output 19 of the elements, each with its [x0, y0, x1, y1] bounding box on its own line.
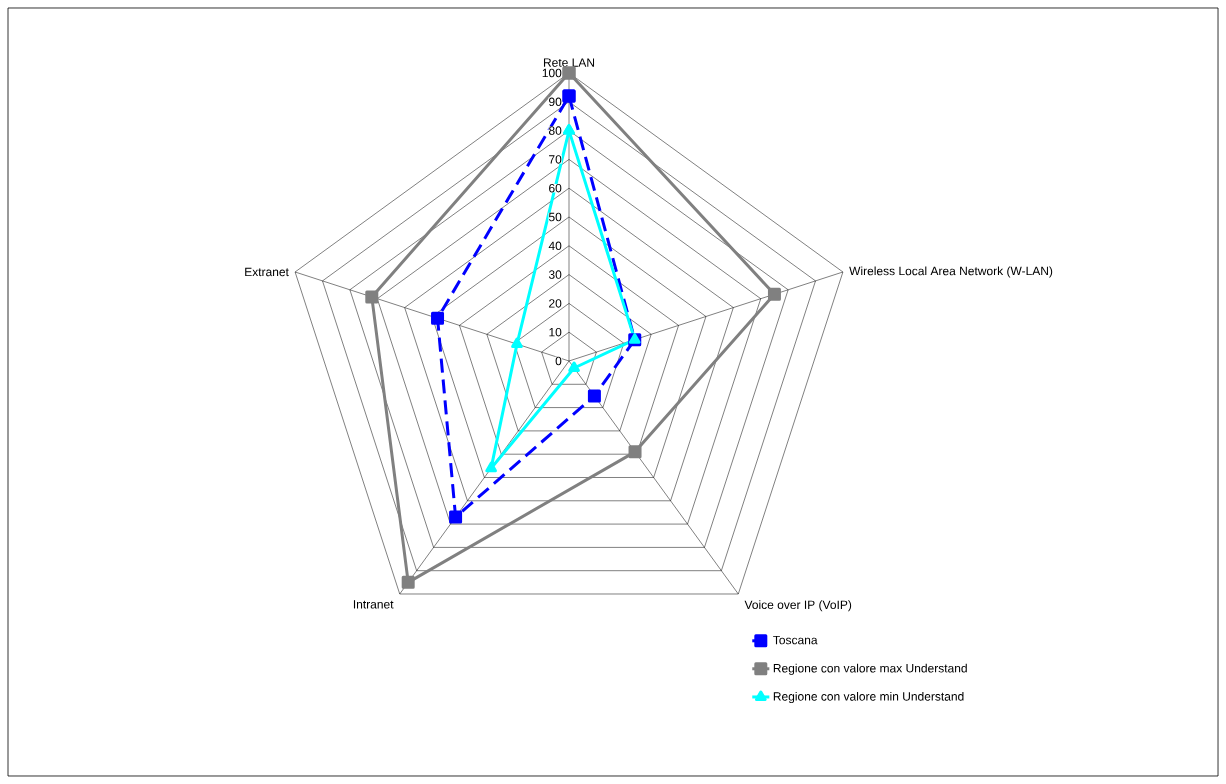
y-tick-label: 0	[555, 356, 562, 366]
legend-label: Regione con valore min Understand	[773, 691, 964, 704]
y-tick-label: 100	[542, 68, 562, 78]
y-tick-label: 30	[548, 270, 562, 279]
spoke-label: Wireless Local Area Network (W-LAN)	[849, 266, 1053, 278]
y-tick-label: 70	[549, 155, 562, 164]
y-tick-label: 60	[549, 183, 562, 193]
y-tick-label: 90	[549, 97, 562, 107]
y-tick-label: 10	[549, 327, 562, 337]
y-tick-label: 50	[548, 212, 562, 222]
spoke-label: Intranet	[353, 600, 394, 609]
spoke-label: Extranet	[245, 267, 289, 277]
legend-label: Toscana	[773, 635, 818, 645]
spoke-label: Rete LAN	[543, 58, 595, 67]
y-tick-label: 20	[549, 299, 562, 308]
legend-label: Regione con valore max Understand	[773, 663, 967, 675]
spoke-label: Voice over IP (VoIP)	[744, 600, 852, 612]
y-tick-label: 40	[548, 241, 562, 251]
y-tick-label: 80	[548, 126, 562, 135]
